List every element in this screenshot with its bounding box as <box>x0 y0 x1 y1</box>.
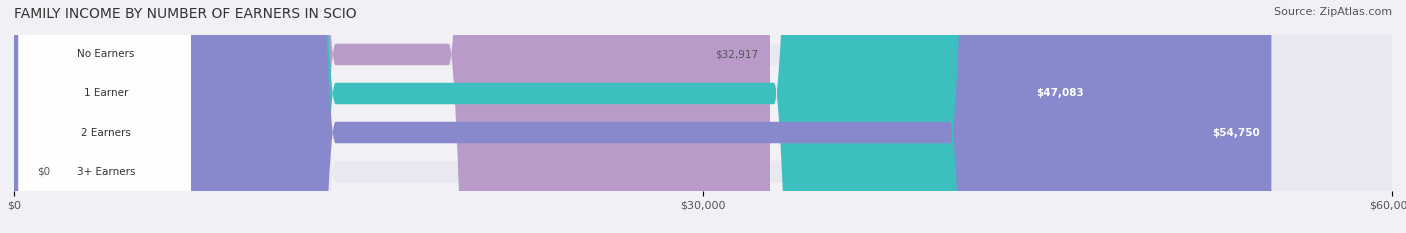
Text: 2 Earners: 2 Earners <box>82 127 131 137</box>
FancyBboxPatch shape <box>14 0 1392 233</box>
FancyBboxPatch shape <box>18 0 191 233</box>
FancyBboxPatch shape <box>18 0 191 233</box>
FancyBboxPatch shape <box>14 0 770 233</box>
FancyBboxPatch shape <box>14 0 1392 233</box>
FancyBboxPatch shape <box>18 0 191 233</box>
Text: FAMILY INCOME BY NUMBER OF EARNERS IN SCIO: FAMILY INCOME BY NUMBER OF EARNERS IN SC… <box>14 7 357 21</box>
Text: Source: ZipAtlas.com: Source: ZipAtlas.com <box>1274 7 1392 17</box>
Text: $0: $0 <box>37 167 51 177</box>
Text: $54,750: $54,750 <box>1212 127 1260 137</box>
FancyBboxPatch shape <box>14 0 1095 233</box>
Text: $32,917: $32,917 <box>716 49 758 59</box>
Text: 3+ Earners: 3+ Earners <box>77 167 135 177</box>
Text: $47,083: $47,083 <box>1036 89 1084 99</box>
FancyBboxPatch shape <box>18 0 191 233</box>
FancyBboxPatch shape <box>14 0 1271 233</box>
Text: 1 Earner: 1 Earner <box>84 89 128 99</box>
FancyBboxPatch shape <box>14 0 1392 233</box>
FancyBboxPatch shape <box>14 0 1392 233</box>
Text: No Earners: No Earners <box>77 49 135 59</box>
